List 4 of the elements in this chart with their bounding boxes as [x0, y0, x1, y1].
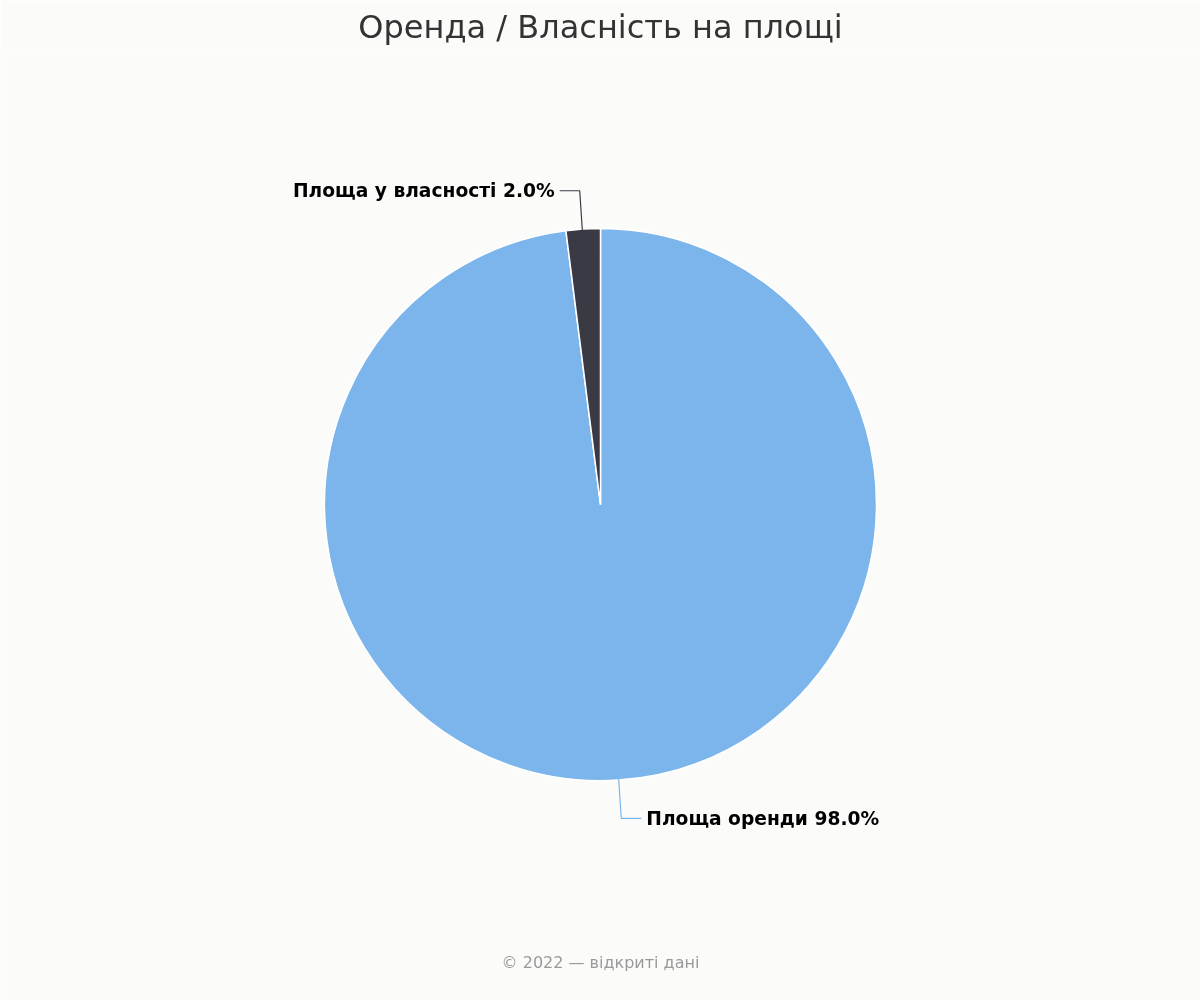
slice-label: Площа у власності 2.0%	[292, 180, 556, 202]
slice-label: Площа оренди 98.0%	[646, 807, 880, 829]
chart-title: Оренда / Власність на площі	[358, 7, 843, 46]
text: © 2022 — відкриті дані	[501, 953, 700, 972]
